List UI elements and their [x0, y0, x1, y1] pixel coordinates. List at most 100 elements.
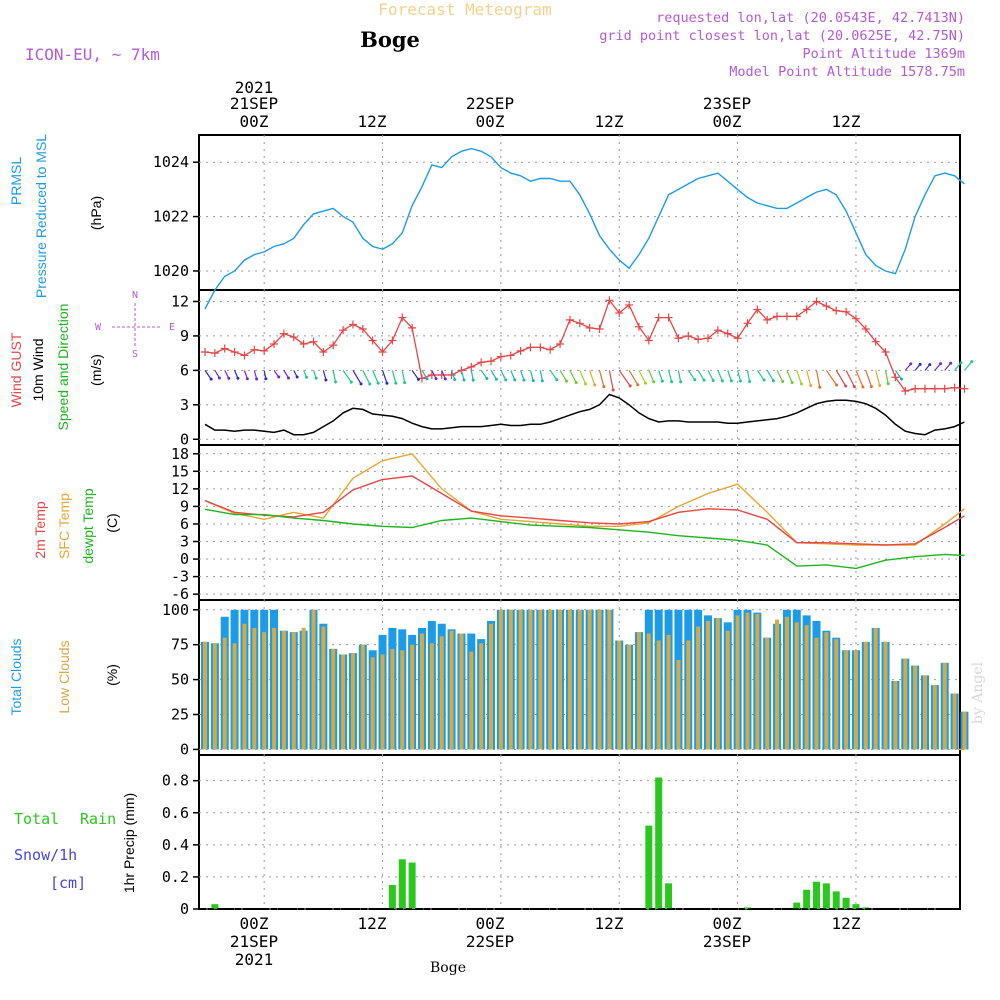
- temp-ytick-label: -6: [171, 585, 189, 603]
- precip-ytick-label: 0.6: [162, 804, 189, 822]
- low-cloud-bar: [567, 609, 572, 750]
- wind-direction-arrow: [894, 370, 903, 380]
- gust-point: [733, 334, 742, 343]
- low-cloud-bar: [844, 650, 849, 750]
- wind-direction-arrow: [963, 361, 973, 371]
- low-cloud-bar: [518, 609, 523, 750]
- low-cloud-bar: [242, 623, 247, 750]
- wind-arrow-head: [209, 377, 213, 381]
- wind-arrow-head: [738, 379, 742, 383]
- wind-arrow-head: [227, 376, 231, 380]
- wind-arrow-head: [295, 375, 299, 379]
- clouds-ytick-label: 0: [180, 740, 189, 758]
- rain-bar: [832, 891, 840, 909]
- low-cloud-bar: [439, 636, 444, 750]
- wind-direction-arrow: [687, 370, 696, 381]
- wind-direction-arrow: [746, 370, 751, 382]
- low-cloud-bar: [903, 658, 908, 750]
- pressure-ytick-label: 1022: [153, 208, 189, 226]
- wind-arrow-head: [574, 380, 578, 384]
- gust-point: [457, 366, 466, 375]
- wind-arrow-head: [564, 379, 568, 383]
- wind-arrow-head: [314, 376, 318, 380]
- wind-direction-arrow: [411, 370, 419, 380]
- wind-arrow-head: [333, 380, 337, 384]
- gust-point: [329, 341, 338, 350]
- rain-bar: [803, 889, 811, 909]
- low-cloud-bar: [735, 615, 740, 750]
- wind-direction-arrow: [658, 370, 663, 382]
- watermark: by Angel: [970, 661, 986, 724]
- low-cloud-bar: [528, 609, 533, 750]
- gust-point: [536, 343, 545, 352]
- wind-direction-arrow: [648, 370, 655, 383]
- wind-direction-arrow: [697, 370, 705, 381]
- gust-point: [279, 329, 288, 338]
- gust-point: [871, 337, 880, 346]
- wind-arrow-head: [277, 375, 281, 379]
- wind-arrow-head: [762, 378, 766, 382]
- gust-point: [684, 331, 693, 340]
- low-cloud-bar: [449, 630, 454, 750]
- dewpt-line: [204, 508, 965, 570]
- wind-direction-arrow: [727, 370, 732, 382]
- wind-direction-arrow: [737, 370, 742, 382]
- low-cloud-bar: [291, 632, 296, 750]
- gust-point: [960, 384, 969, 393]
- wind-unit: (m/s): [88, 354, 104, 386]
- wind-direction-arrow: [884, 370, 889, 384]
- wind-arrow-head: [504, 378, 508, 382]
- wind-direction-arrow: [875, 370, 881, 386]
- wind-arrow-head: [928, 363, 932, 367]
- low-cloud-bar: [498, 609, 503, 750]
- temp-unit: (C): [104, 513, 120, 532]
- wind-direction-arrow: [480, 370, 488, 379]
- wind-direction-arrow: [510, 370, 516, 381]
- low-cloud-bar: [301, 627, 306, 750]
- wind-arrow-head: [729, 379, 733, 383]
- bottom-hour-3: 00Z: [476, 914, 505, 933]
- wind-arrow-head: [359, 382, 363, 386]
- gust-point: [595, 325, 604, 334]
- wind-arrow-head: [748, 380, 752, 384]
- location-title: Boge: [360, 27, 420, 52]
- low-cloud-bar: [627, 644, 632, 750]
- wind-arrow-head: [852, 385, 856, 389]
- model-altitude: Model Point Altitude 1578.75m: [729, 64, 965, 80]
- low-cloud-bar: [962, 711, 967, 750]
- low-cloud-bar: [656, 640, 661, 750]
- wind-arrow-head: [660, 379, 664, 383]
- wind-direction-arrow: [589, 370, 596, 386]
- wind-arrow-head: [540, 379, 544, 383]
- top-hour-6: 12Z: [832, 112, 861, 131]
- gust-point: [378, 348, 387, 356]
- wind-arrow-head: [522, 378, 526, 382]
- gust-point: [398, 313, 407, 322]
- low-cloud-bar: [883, 641, 888, 750]
- gust-point: [802, 305, 811, 314]
- wind-direction-arrow: [766, 370, 774, 382]
- wind-direction-arrow: [608, 370, 614, 391]
- wind-direction-arrow: [451, 370, 456, 380]
- wind-arrow-head: [236, 376, 240, 380]
- low-cloud-bar: [331, 648, 336, 750]
- low-cloud-bar: [853, 650, 858, 750]
- precip-ytick-label: 0.8: [162, 772, 189, 790]
- wind-arrow-head: [799, 382, 803, 386]
- gust-point: [644, 336, 653, 345]
- low-cloud-bar: [814, 637, 819, 750]
- low-cloud-bar: [765, 637, 770, 750]
- top-hour-1: 00Z: [240, 112, 269, 131]
- footer-location: Boge: [430, 960, 466, 976]
- wind-arrow-head: [886, 382, 890, 386]
- clouds-ytick-label: 25: [171, 706, 189, 724]
- low-cloud-bar: [360, 644, 365, 750]
- wind-arrow-head: [443, 377, 447, 381]
- gust-point: [230, 348, 239, 356]
- gust-point: [575, 319, 584, 328]
- wind-arrow-head: [286, 376, 290, 380]
- low-cloud-bar: [952, 693, 957, 750]
- wind-arrow-head: [394, 381, 398, 385]
- rain-bar: [862, 907, 870, 909]
- wind-arrow-head: [939, 362, 943, 366]
